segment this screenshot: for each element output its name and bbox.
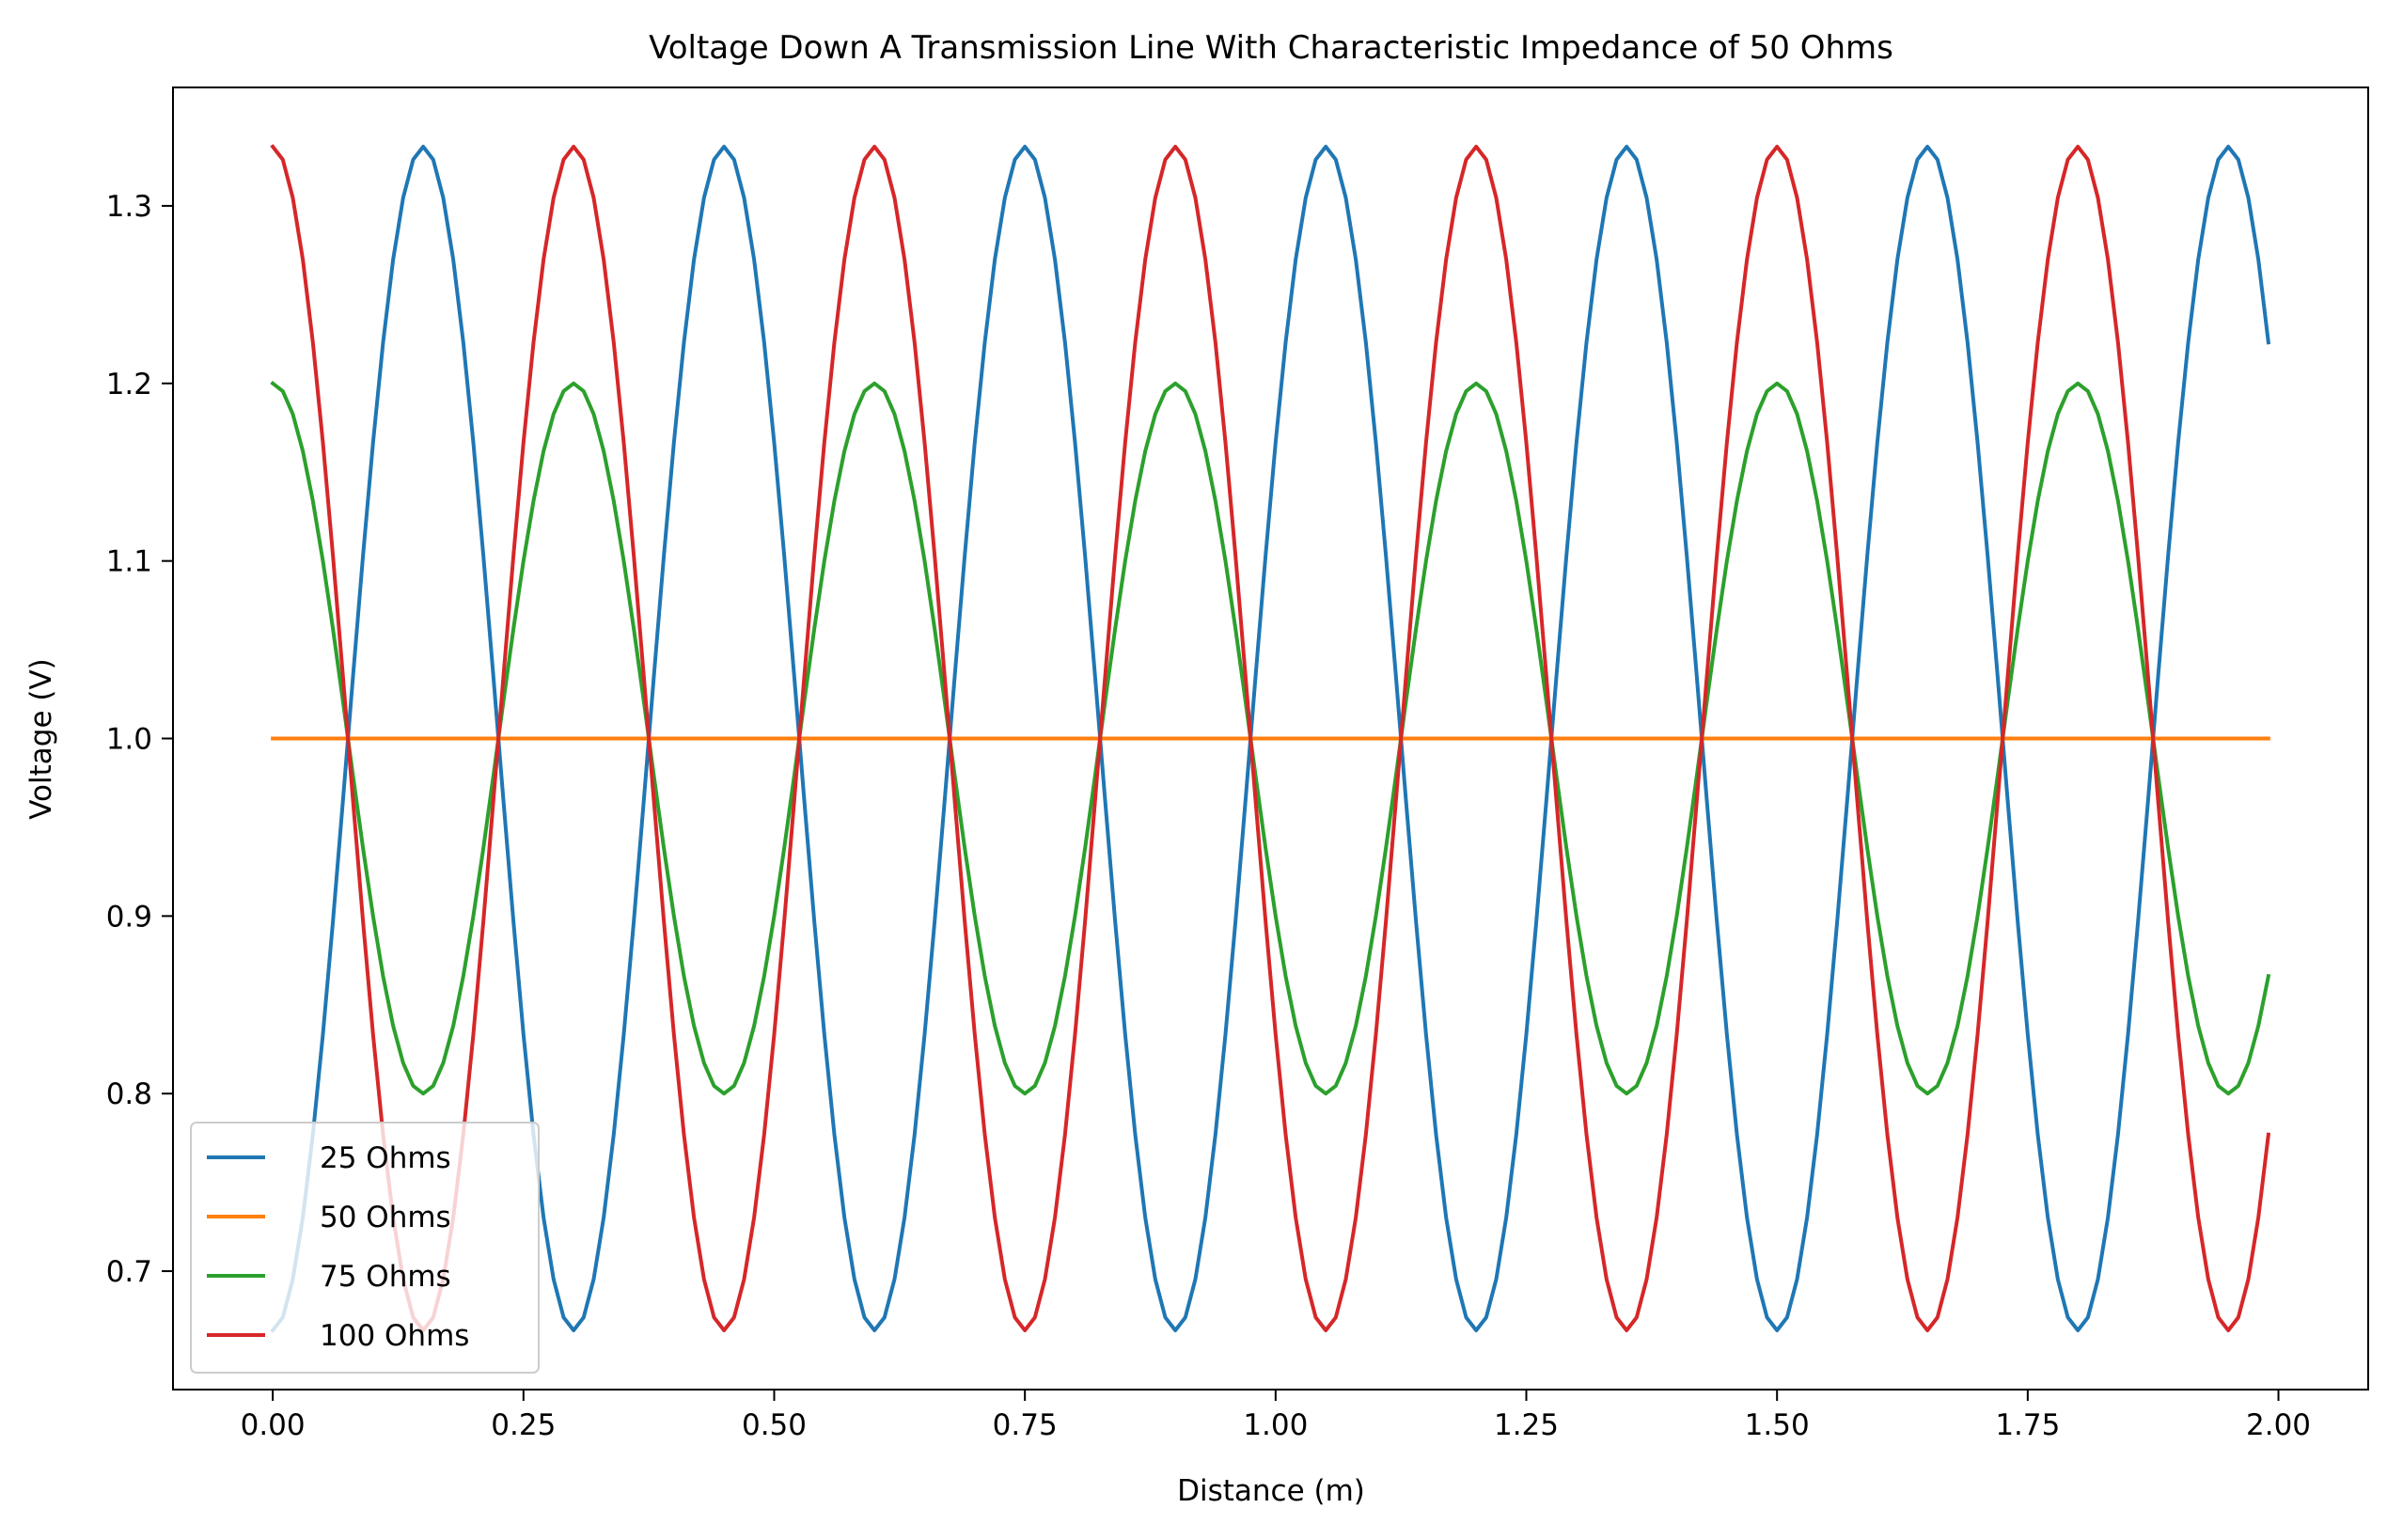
y-tick-label: 0.7 — [106, 1255, 152, 1289]
y-axis-label: Voltage (V) — [24, 658, 58, 820]
series-line-75-ohms — [270, 381, 2271, 1096]
y-tick-label: 1.2 — [106, 368, 152, 401]
y-tick-label: 1.3 — [106, 190, 152, 224]
legend: 25 Ohms 50 Ohms 75 Ohms 100 Ohms — [190, 1122, 540, 1374]
x-axis: 0.00 0.25 0.50 0.75 1.00 1.25 1.50 1.75 2.00 — [241, 1390, 2311, 1442]
legend-label: 50 Ohms — [320, 1201, 451, 1234]
x-tick-label: 1.50 — [1745, 1408, 1810, 1442]
y-axis: 0.7 0.8 0.9 1.0 1.1 1.2 1.3 — [106, 190, 173, 1289]
series-line-25-ohms — [270, 145, 2271, 1333]
x-tick-label: 0.75 — [993, 1408, 1058, 1442]
y-tick-label: 0.8 — [106, 1077, 152, 1111]
legend-label: 25 Ohms — [320, 1141, 451, 1175]
y-tick-label: 0.9 — [106, 900, 152, 934]
x-tick-label: 0.50 — [742, 1408, 807, 1442]
legend-label: 100 Ohms — [320, 1319, 469, 1353]
y-tick-label: 1.0 — [106, 723, 152, 757]
legend-label: 75 Ohms — [320, 1260, 451, 1294]
x-tick-label: 2.00 — [2246, 1408, 2311, 1442]
x-tick-label: 1.75 — [1995, 1408, 2060, 1442]
plot-area — [270, 144, 2271, 1333]
y-tick-label: 1.1 — [106, 545, 152, 579]
legend-box — [190, 1122, 540, 1374]
chart-title: Voltage Down A Transmission Line With Ch… — [649, 29, 1893, 67]
x-tick-label: 1.00 — [1243, 1408, 1308, 1442]
x-tick-label: 0.00 — [241, 1408, 306, 1442]
series-line-100-ohms — [270, 144, 2271, 1332]
x-tick-label: 0.25 — [491, 1408, 556, 1442]
x-axis-label: Distance (m) — [1177, 1474, 1365, 1508]
x-tick-label: 1.25 — [1494, 1408, 1559, 1442]
